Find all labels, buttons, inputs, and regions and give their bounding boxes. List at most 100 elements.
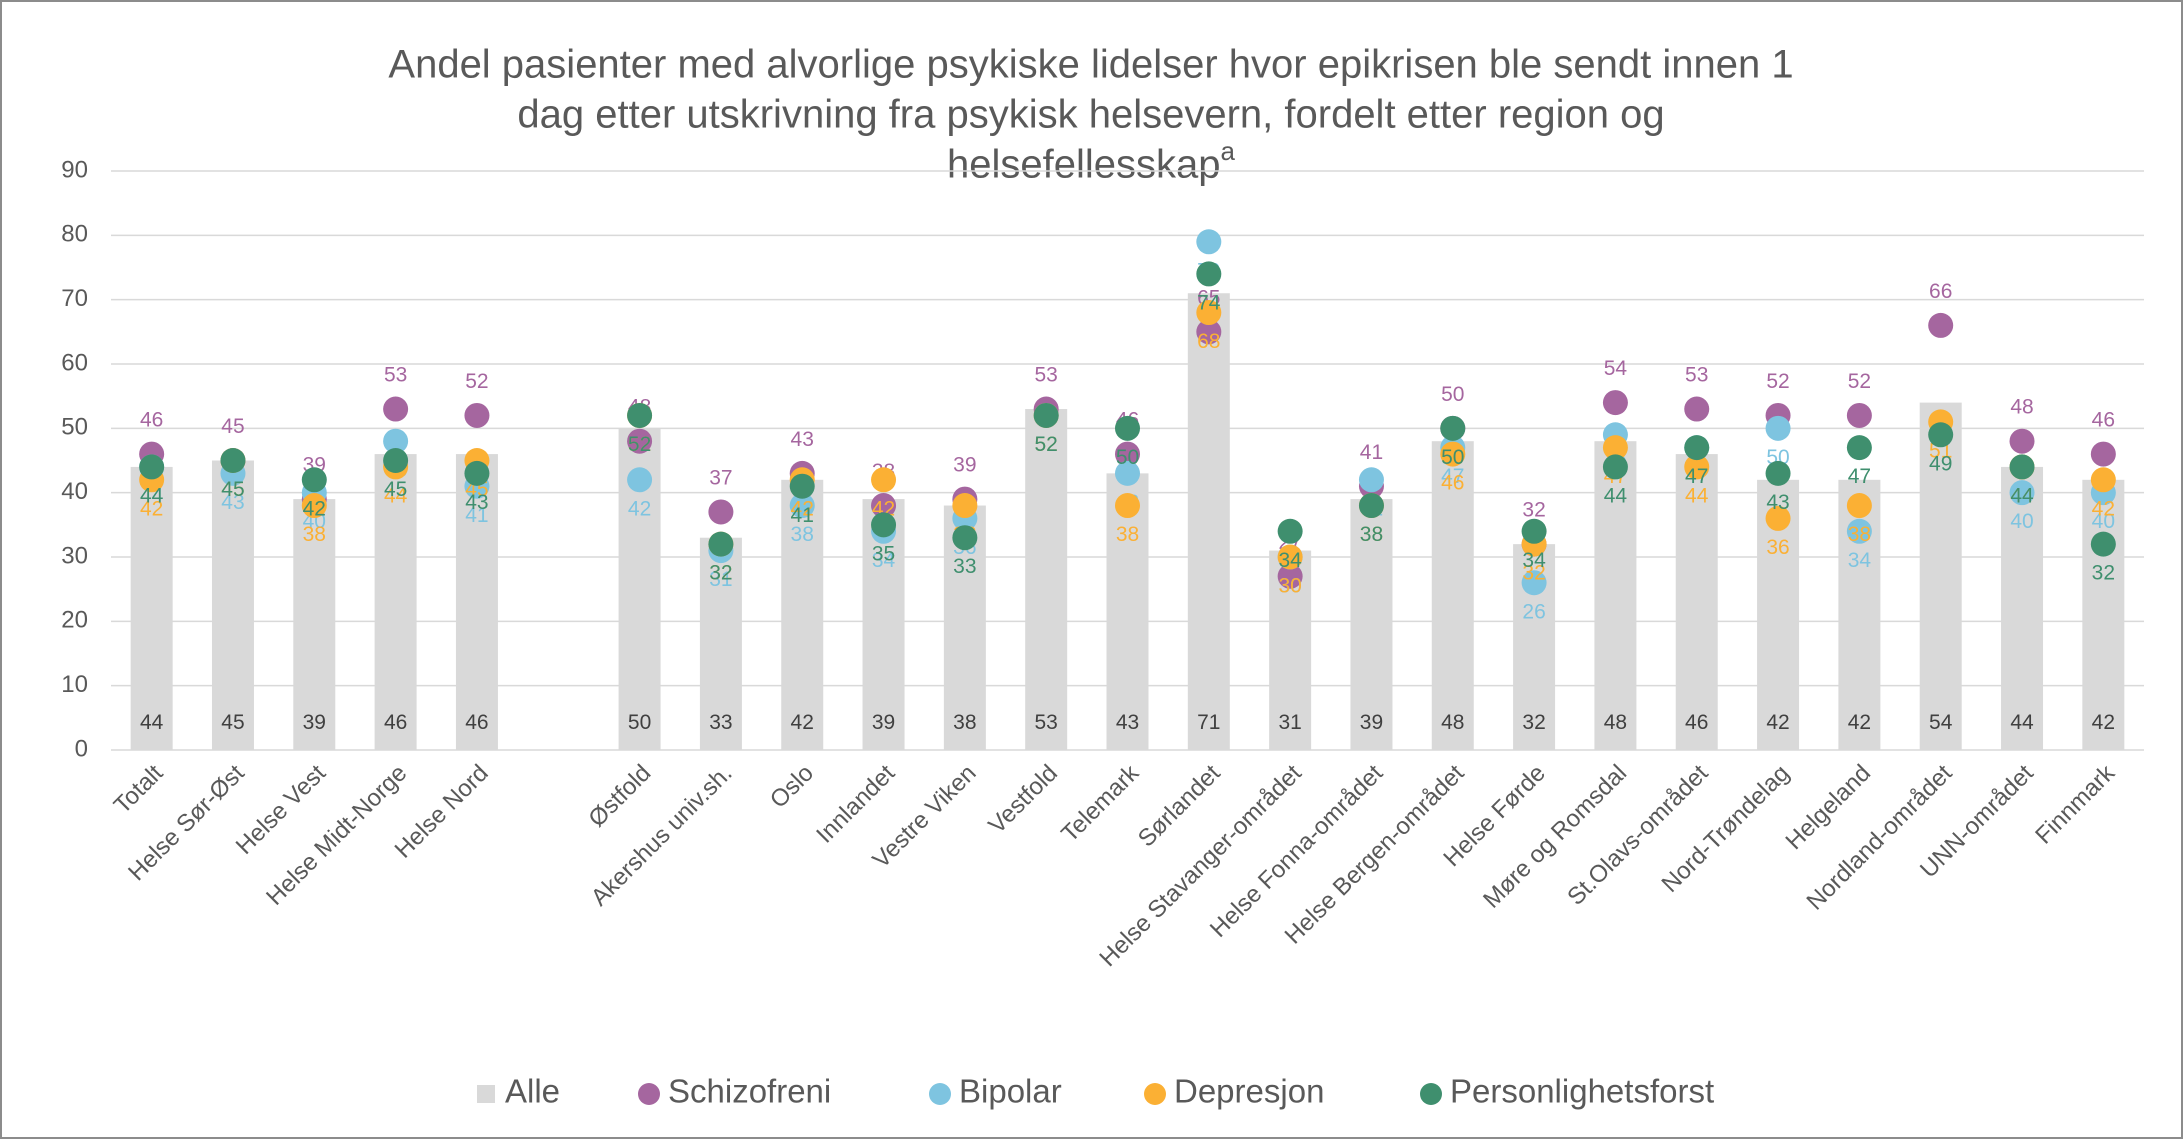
dot: [2090, 467, 2116, 493]
dot: [1602, 454, 1628, 480]
dot: [1602, 435, 1628, 461]
dot: [1602, 390, 1628, 416]
legend-swatch: [1420, 1083, 1442, 1105]
dot: [871, 467, 897, 493]
dot-value-label: 46: [1441, 472, 1464, 495]
dot-value-label: 42: [303, 497, 326, 520]
dot: [1521, 518, 1547, 544]
bar-value-label: 33: [709, 711, 732, 734]
bar: [1106, 473, 1149, 750]
dot: [1277, 544, 1303, 570]
dot-value-label: 74: [1197, 291, 1221, 314]
dot-value-label: 47: [1441, 465, 1464, 488]
dot-value-label: 54: [1604, 357, 1628, 380]
dot-value-label: 38: [791, 523, 814, 546]
dot-value-label: 31: [709, 568, 732, 591]
dot-value-label: 52: [628, 433, 651, 456]
dot: [1115, 441, 1140, 467]
bar-value-label: 54: [1929, 711, 1953, 734]
dot-value-label: 41: [465, 504, 488, 527]
bar: [293, 499, 336, 750]
dot-value-label: 32: [709, 562, 732, 585]
dot: [1765, 460, 1791, 486]
bar: [455, 454, 498, 750]
dot-value-label: 33: [953, 555, 976, 578]
y-tick-label: 50: [61, 414, 88, 441]
bar-value-label: 42: [2092, 711, 2115, 734]
dot-value-label: 47: [1848, 465, 1871, 488]
dot: [1765, 415, 1791, 441]
dot-value-label: 53: [384, 364, 407, 387]
chart-title: helsefellesskapa: [947, 136, 1236, 187]
legend-label: Schizofreni: [668, 1073, 831, 1110]
bar: [1675, 454, 1718, 750]
bar: [781, 479, 824, 750]
dot: [627, 402, 653, 428]
dot-value-label: 50: [1116, 446, 1139, 469]
dot-value-label: 37: [709, 467, 732, 490]
chart-title: Andel pasienter med alvorlige psykiske l…: [388, 43, 1793, 87]
y-tick-label: 20: [61, 607, 88, 634]
dot-value-label: 44: [1685, 484, 1709, 507]
dot-value-label: 38: [1848, 523, 1871, 546]
dot: [1115, 415, 1140, 441]
dot: [1196, 261, 1222, 287]
dot: [2009, 428, 2035, 454]
dot: [708, 531, 734, 557]
dot-value-label: 40: [2092, 510, 2115, 533]
dot: [1765, 505, 1791, 531]
dot: [1440, 415, 1466, 441]
dot-value-label: 38: [1116, 523, 1139, 546]
dot: [301, 467, 327, 493]
dot: [383, 448, 409, 473]
dot: [627, 467, 653, 493]
title-superscript: a: [1221, 136, 1236, 166]
dot-value-label: 34: [1522, 549, 1546, 572]
dot: [220, 448, 246, 473]
dot-value-label: 38: [303, 523, 326, 546]
dot: [1115, 460, 1140, 486]
dot-value-label: 42: [2092, 497, 2115, 520]
bar-value-label: 44: [140, 711, 164, 734]
bar: [130, 466, 173, 750]
bar: [1350, 499, 1393, 750]
bar: [211, 460, 254, 750]
dot-value-label: 32: [2092, 562, 2115, 585]
bar-value-label: 31: [1278, 711, 1301, 734]
dot: [1196, 319, 1222, 345]
y-tick-label: 0: [75, 735, 88, 762]
legend-swatch: [638, 1083, 660, 1105]
dot: [1684, 435, 1710, 461]
dot-value-label: 46: [2092, 409, 2115, 432]
dot-value-label: 43: [465, 491, 488, 514]
bar-value-label: 46: [465, 711, 488, 734]
bar-value-label: 53: [1035, 711, 1058, 734]
dot: [383, 428, 409, 454]
dot: [1846, 493, 1872, 519]
dot: [1277, 563, 1303, 589]
dot: [1684, 454, 1710, 480]
bar-value-label: 71: [1197, 711, 1220, 734]
dot-value-label: 42: [791, 497, 814, 520]
dot: [1846, 402, 1872, 428]
legend-label: Depresjon: [1174, 1073, 1324, 1110]
bar-value-label: 32: [1522, 711, 1545, 734]
dot-value-label: 52: [1035, 433, 1058, 456]
legend-label: Bipolar: [959, 1073, 1062, 1110]
dot-value-label: 66: [1929, 280, 1952, 303]
bar-value-label: 42: [1848, 711, 1871, 734]
dot-value-label: 36: [1766, 536, 1789, 559]
dot: [1440, 441, 1466, 467]
dot: [871, 512, 897, 538]
dot-value-label: 42: [140, 497, 163, 520]
dot-value-label: 30: [1278, 575, 1301, 598]
dot-value-label: 30: [1278, 575, 1301, 598]
bar: [374, 454, 417, 750]
dot-value-label: 41: [791, 504, 814, 527]
dot-value-label: 52: [1848, 370, 1871, 393]
dot: [789, 473, 815, 499]
bar: [2001, 466, 2044, 750]
y-tick-label: 80: [61, 221, 88, 248]
bar-value-label: 42: [791, 711, 814, 734]
